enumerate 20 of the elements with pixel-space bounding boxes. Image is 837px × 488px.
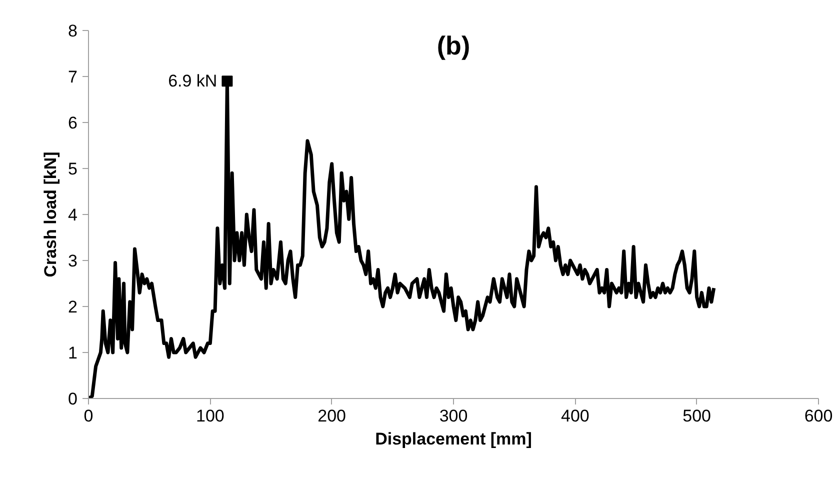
y-tick-label: 6 [68, 114, 78, 132]
y-tick-label: 4 [68, 206, 78, 224]
y-tick-label: 7 [68, 68, 78, 86]
y-tick-label: 1 [68, 344, 78, 362]
x-tick-label: 600 [804, 406, 833, 426]
x-tick-label: 200 [318, 406, 346, 426]
x-tick-label: 400 [560, 406, 590, 426]
y-tick-label: 5 [68, 160, 78, 178]
y-tick-label: 2 [68, 298, 78, 316]
y-tick-label: 8 [68, 22, 78, 40]
x-axis-title: Displacement [mm] [375, 430, 532, 448]
y-tick-label: 0 [68, 390, 78, 408]
y-axis-title: Crash load [kN] [41, 152, 60, 278]
x-tick-label: 300 [439, 406, 468, 426]
annotation: 6.9 kN [168, 72, 218, 91]
x-tick-label: 100 [196, 406, 224, 426]
y-tick-label: 3 [68, 252, 78, 270]
chart-title: (b) [436, 30, 470, 60]
x-tick-label: 0 [84, 406, 94, 426]
x-tick-label: 500 [682, 406, 712, 426]
